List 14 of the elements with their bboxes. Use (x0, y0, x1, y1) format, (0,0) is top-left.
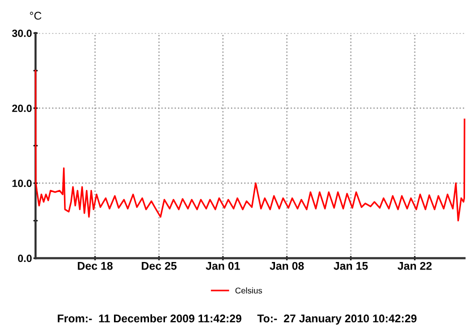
x-tick-label: Jan 15 (334, 262, 368, 270)
x-tick-label: Jan 22 (398, 262, 432, 270)
y-axis-title: °C (30, 12, 42, 20)
y-tick-label: 0.0 (18, 254, 32, 262)
y-tick-label: 10.0 (12, 180, 32, 188)
text: From:- 11 December 2009 11:42:29 To:- 27 January 2010 10:42:29 (58, 314, 417, 325)
x-tick-label: Dec 18 (78, 262, 113, 270)
x-tick-label: Dec 25 (142, 262, 177, 270)
y-tick-label: 20.0 (12, 104, 32, 112)
x-tick-label: Jan 01 (206, 262, 240, 270)
y-tick-label: 30.0 (12, 30, 32, 37)
line-series (34, 70, 466, 222)
x-tick-label: Jan 08 (270, 262, 304, 270)
legend-label: Celsius (235, 287, 262, 294)
